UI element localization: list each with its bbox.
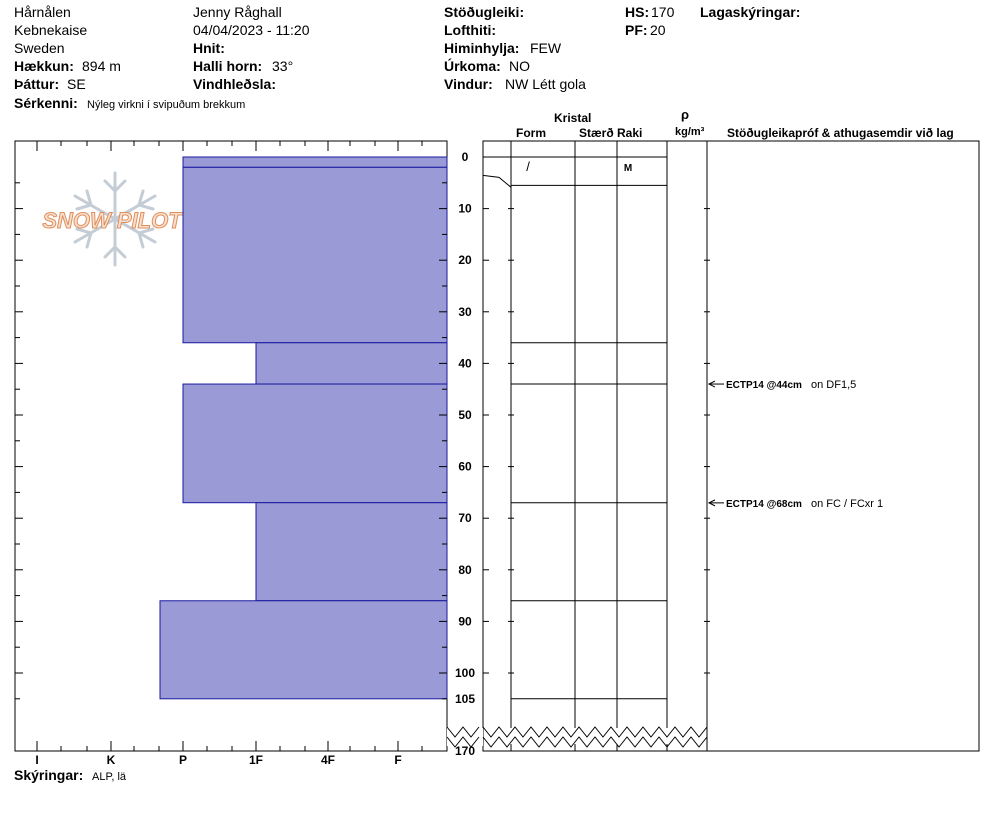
stability-label: Stöðugleiki: (444, 4, 525, 20)
form-header: Form (516, 126, 546, 140)
depth-tick-label: 100 (455, 666, 475, 680)
grain-form-symbol: / (526, 159, 530, 174)
hardness-tick-label: 1F (249, 753, 263, 767)
precip-value: NO (509, 58, 530, 74)
depth-tick-label: 50 (458, 408, 472, 422)
pf-label: PF: (625, 22, 648, 38)
depth-tick-label: 0 (462, 150, 469, 164)
hs-label: HS: (625, 4, 650, 20)
wind-label: Vindur: (444, 76, 493, 92)
test-arrow-head (707, 499, 716, 507)
hardness-tick-label: I (35, 753, 38, 767)
depth-tick-label: 20 (458, 253, 472, 267)
test-arrow-head (707, 380, 716, 388)
density-rho-header: ρ (681, 107, 690, 122)
hardness-tick-label: P (179, 753, 187, 767)
aspect-value: SE (67, 76, 86, 92)
layer-connector-line (482, 174, 512, 188)
layer-bar (182, 166, 448, 344)
snowpilot-logo-text: SNOW PILOT (42, 208, 183, 233)
hardness-tick-label: F (394, 753, 401, 767)
depth-tick-label: 90 (458, 614, 472, 628)
hs-value: 170 (651, 4, 675, 20)
location-name: Hårnålen (14, 4, 71, 20)
test-result-text: ECTP14 @44cm (726, 380, 802, 391)
table-break-gap (484, 728, 706, 744)
country-name: Sweden (14, 40, 65, 56)
layer-bar (255, 342, 448, 385)
aspect-label: Þáttur: (14, 76, 60, 92)
depth-tick-label: 70 (458, 511, 472, 525)
wind-value: NW Létt gola (505, 76, 586, 92)
axis-break-mark (446, 726, 480, 738)
sky-label: Himinhylja: (444, 40, 520, 56)
layer-bar (159, 600, 448, 700)
elevation-value: 894 m (82, 58, 121, 74)
layer-bar (255, 502, 448, 602)
test-comment-text: on DF1,5 (811, 379, 856, 391)
table-break-mark (482, 736, 708, 748)
observer-name: Jenny Råghall (193, 4, 282, 20)
depth-tick-label: 40 (458, 356, 472, 370)
depth-tick-label: 10 (458, 202, 472, 216)
depth-tick-label: 105 (455, 692, 475, 706)
layer-bar (182, 156, 448, 168)
test-comment-text: on FC / FCxr 1 (811, 498, 883, 510)
layer-bar (182, 383, 448, 504)
hardness-tick-label: K (107, 753, 116, 767)
features-label: Sérkenni: (14, 95, 78, 111)
pf-value: 20 (650, 22, 666, 38)
snowpilot-logo: SNOW PILOT (42, 171, 184, 267)
axis-break-mark (446, 736, 480, 748)
range-name: Kebnekaise (14, 22, 88, 38)
layer-table-frame (482, 140, 980, 752)
notes-label: Skýringar: (14, 767, 84, 783)
sky-value: FEW (530, 40, 562, 56)
air-temp-label: Lofthiti: (444, 22, 497, 38)
depth-tick-label: 30 (458, 305, 472, 319)
depth-tick-label: 80 (458, 563, 472, 577)
density-unit-header: kg/m³ (675, 126, 705, 138)
notes-value: ALP, lä (92, 771, 127, 783)
features-value: Nýleg virkni í svipuðum brekkum (87, 99, 246, 111)
grain-moisture-value: M (624, 163, 632, 174)
precip-label: Úrkoma: (444, 58, 501, 74)
slope-label: Halli horn: (193, 58, 263, 74)
table-break-mark (482, 726, 708, 738)
hardness-tick-label: 4F (321, 753, 335, 767)
wind-loading-label: Vindhleðsla: (193, 76, 276, 92)
crystal-header: Kristal (554, 111, 592, 125)
coordinates-label: Hnit: (193, 40, 225, 56)
tests-header: Stöðugleikapróf & athugasemdir við lag (727, 126, 954, 140)
elevation-label: Hækkun: (14, 58, 74, 74)
test-result-text: ECTP14 @68cm (726, 499, 802, 510)
moisture-header: Raki (617, 126, 643, 140)
depth-tick-label: 60 (458, 460, 472, 474)
layer-notes-label: Lagaskýringar: (700, 4, 801, 20)
size-header: Stærð (579, 126, 614, 140)
slope-value: 33° (272, 58, 294, 74)
observation-datetime: 04/04/2023 - 11:20 (193, 22, 310, 38)
depth-tick-label: 170 (455, 744, 475, 758)
